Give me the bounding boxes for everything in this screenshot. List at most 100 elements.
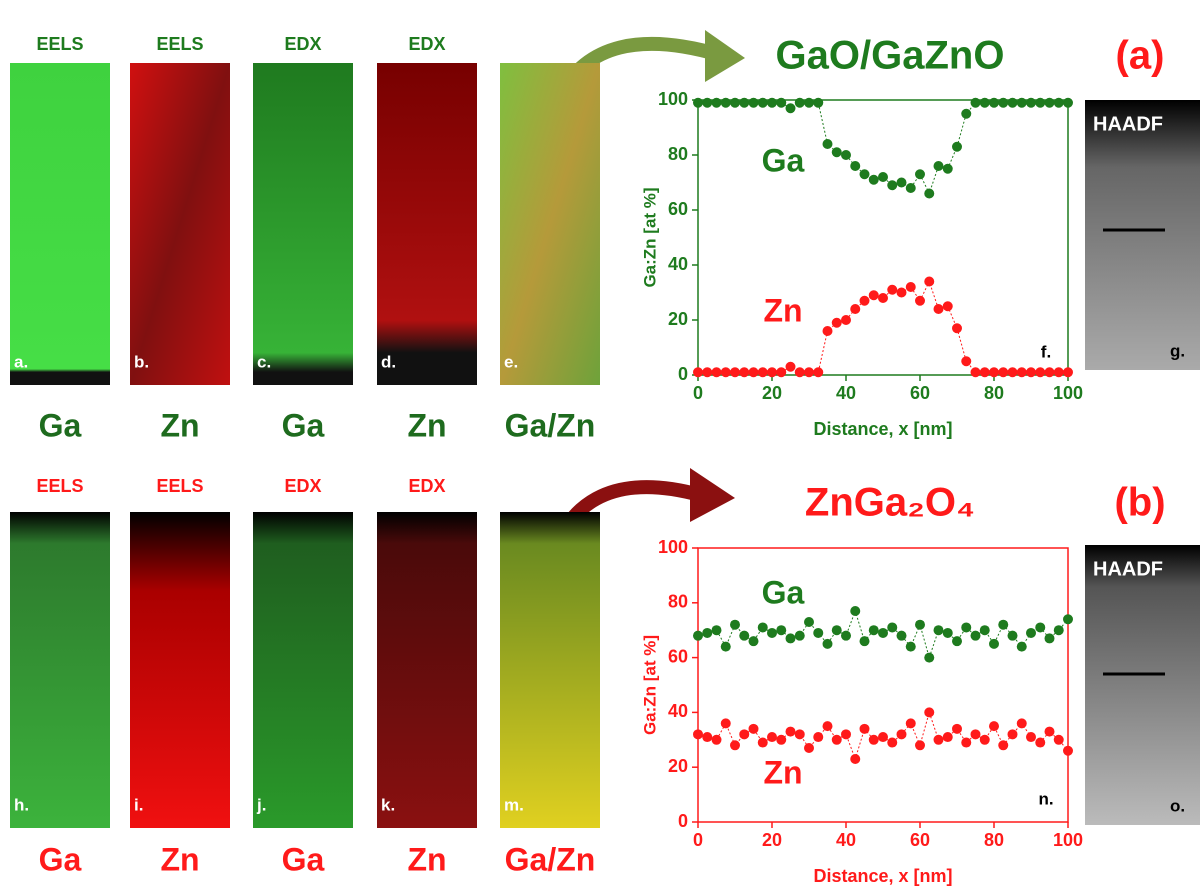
- data-point: [896, 287, 907, 298]
- data-point: [794, 630, 805, 641]
- data-point: [748, 367, 759, 378]
- data-point: [989, 367, 999, 378]
- data-point: [1016, 641, 1027, 652]
- data-point: [979, 97, 990, 108]
- map-method: EELS: [156, 34, 203, 54]
- x-tick-label: 80: [984, 830, 1004, 850]
- data-point: [1035, 367, 1046, 378]
- chart-tag: (b): [1114, 481, 1165, 525]
- data-point: [831, 317, 842, 328]
- data-point: [813, 367, 824, 378]
- arrow-head: [705, 30, 745, 82]
- map-element: Ga/Zn: [505, 841, 596, 877]
- data-point: [720, 367, 731, 378]
- data-point: [915, 169, 925, 180]
- data-point: [878, 293, 888, 303]
- chart-tag: (a): [1116, 34, 1165, 78]
- map-element: Zn: [407, 841, 446, 877]
- x-axis-label: Distance, x [nm]: [813, 866, 952, 886]
- data-point: [776, 625, 787, 636]
- data-point: [905, 183, 916, 193]
- plot-frame: [697, 99, 1069, 376]
- data-point: [924, 276, 935, 287]
- data-point: [831, 734, 842, 745]
- y-tick-label: 40: [668, 701, 688, 721]
- map-letter: k.: [381, 795, 395, 814]
- data-point: [1026, 627, 1036, 638]
- data-point: [693, 630, 703, 641]
- data-point: [804, 743, 814, 754]
- data-point: [887, 180, 898, 191]
- data-point: [1035, 97, 1046, 108]
- data-point: [1035, 737, 1046, 748]
- data-point: [1035, 622, 1046, 633]
- data-point: [970, 367, 981, 378]
- data-point: [887, 622, 898, 633]
- data-point: [785, 361, 796, 372]
- data-point: [767, 97, 777, 108]
- data-point: [989, 721, 999, 732]
- haadf-image: [1085, 100, 1200, 370]
- data-point: [748, 636, 759, 647]
- map-element: Ga: [282, 407, 325, 443]
- y-tick-label: 0: [678, 364, 688, 384]
- map-letter: j.: [256, 795, 266, 814]
- data-point: [720, 641, 731, 652]
- data-point: [1016, 97, 1027, 108]
- data-point: [942, 301, 953, 312]
- data-point: [702, 732, 713, 743]
- data-point: [702, 627, 713, 638]
- series-label: Ga: [762, 142, 805, 178]
- data-point: [1044, 726, 1055, 737]
- data-point: [730, 619, 740, 630]
- data-point: [979, 625, 990, 636]
- x-tick-label: 20: [762, 383, 782, 403]
- data-point: [1026, 732, 1036, 743]
- data-point: [896, 630, 907, 641]
- y-tick-label: 0: [678, 811, 688, 831]
- map-method: EELS: [156, 476, 203, 496]
- data-point: [850, 161, 861, 171]
- data-point: [1053, 97, 1064, 108]
- data-point: [1007, 97, 1018, 108]
- map-method: EDX: [284, 34, 321, 54]
- data-point: [711, 97, 722, 108]
- data-point: [1053, 734, 1064, 745]
- y-tick-label: 80: [668, 592, 688, 612]
- data-point: [757, 737, 768, 748]
- data-point: [878, 627, 888, 638]
- data-point: [813, 732, 824, 743]
- data-point: [933, 734, 944, 745]
- data-point: [850, 606, 861, 617]
- data-point: [841, 729, 851, 740]
- map-letter: h.: [14, 795, 29, 814]
- data-point: [1053, 367, 1064, 378]
- series-label: Ga: [762, 574, 805, 610]
- data-point: [822, 326, 833, 336]
- data-point: [748, 97, 759, 108]
- x-tick-label: 80: [984, 383, 1004, 403]
- data-point: [1007, 367, 1018, 378]
- data-point: [730, 740, 740, 751]
- data-point: [739, 367, 750, 378]
- data-point: [924, 652, 935, 663]
- map-image: [10, 63, 110, 385]
- data-point: [730, 97, 740, 108]
- x-tick-label: 0: [693, 383, 703, 403]
- data-point: [1063, 745, 1073, 756]
- data-point: [804, 367, 814, 378]
- data-point: [970, 97, 981, 108]
- data-point: [813, 97, 824, 108]
- data-point: [859, 636, 870, 647]
- map-element: Ga: [282, 841, 325, 877]
- data-point: [924, 707, 935, 718]
- map-element: Zn: [407, 407, 446, 443]
- data-point: [933, 161, 944, 171]
- data-point: [794, 729, 805, 740]
- data-point: [952, 636, 962, 647]
- x-tick-label: 100: [1053, 830, 1083, 850]
- data-point: [1053, 625, 1064, 636]
- data-point: [757, 97, 768, 108]
- data-point: [785, 726, 796, 737]
